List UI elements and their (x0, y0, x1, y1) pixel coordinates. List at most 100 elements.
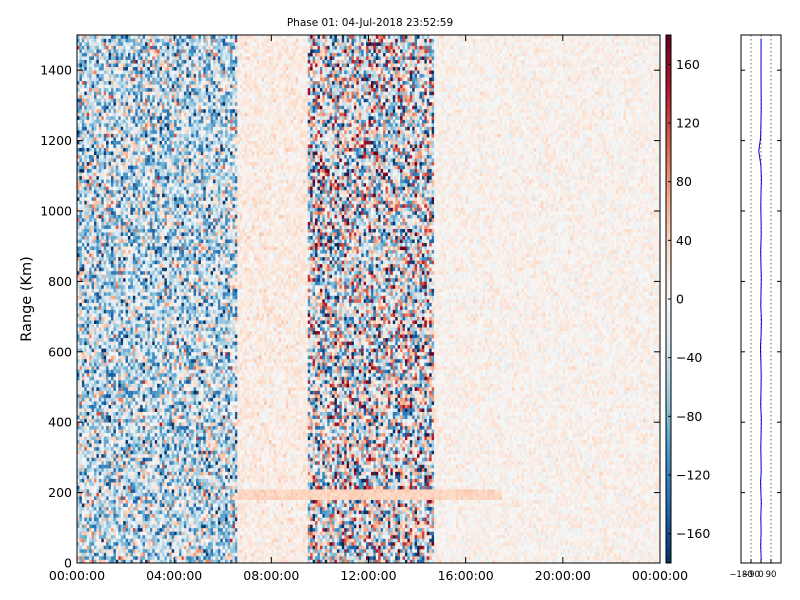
heatmap-cell (135, 186, 139, 191)
heatmap-cell (115, 299, 119, 303)
heatmap-cell (86, 344, 90, 349)
heatmap-cell (145, 453, 148, 458)
heatmap-cell (101, 302, 105, 307)
heatmap-cell (96, 503, 100, 508)
heatmap-cell (142, 538, 146, 543)
heatmap-cell (98, 496, 102, 500)
heatmap-cell (154, 415, 158, 420)
heatmap-cell (149, 401, 153, 405)
heatmap-cell (128, 94, 131, 99)
heatmap-cell (108, 161, 112, 166)
heatmap-cell (125, 42, 129, 46)
heatmap-cell (135, 510, 139, 515)
heatmap-cell (111, 379, 114, 384)
heatmap-cell (132, 376, 136, 381)
heatmap-cell (79, 548, 83, 553)
heatmap-cell (152, 249, 156, 254)
heatmap-cell (103, 506, 107, 511)
heatmap-cell (81, 524, 85, 529)
heatmap-cell (101, 475, 105, 479)
heatmap-cell (84, 457, 88, 462)
heatmap-cell (79, 253, 83, 258)
heatmap-cell (111, 168, 114, 173)
heatmap-cell (115, 439, 119, 444)
heatmap-cell (125, 59, 129, 64)
heatmap-cell (135, 133, 139, 138)
heatmap-cell (137, 323, 141, 328)
heatmap-cell (94, 140, 97, 145)
heatmap-cell (130, 351, 134, 356)
heatmap-cell (128, 425, 131, 430)
heatmap-cell (115, 482, 119, 486)
heatmap-cell (125, 242, 129, 247)
heatmap-cell (115, 59, 119, 64)
heatmap-cell (94, 193, 97, 198)
heatmap-cell (77, 63, 80, 68)
heatmap-cell (120, 411, 124, 416)
heatmap-cell (91, 249, 95, 254)
heatmap-cell (145, 299, 148, 303)
heatmap-cell (135, 559, 139, 564)
heatmap-cell (113, 302, 117, 307)
heatmap-cell (130, 555, 134, 560)
heatmap-cell (125, 144, 129, 148)
heatmap-cell (145, 175, 148, 180)
heatmap-cell (137, 73, 141, 78)
heatmap-cell (130, 105, 134, 110)
heatmap-cell (123, 80, 126, 85)
heatmap-cell (81, 144, 85, 148)
heatmap-cell (118, 77, 122, 82)
heatmap-cell (79, 404, 83, 409)
heatmap-cell (108, 334, 112, 339)
heatmap-cell (106, 91, 109, 96)
heatmap-cell (147, 460, 151, 465)
heatmap-cell (128, 291, 131, 296)
heatmap-cell (91, 485, 95, 490)
heatmap-cell (113, 211, 117, 215)
heatmap-cell (118, 281, 122, 286)
heatmap-cell (103, 288, 107, 293)
heatmap-cell (137, 362, 141, 367)
heatmap-cell (149, 531, 153, 536)
heatmap-cell (89, 235, 92, 240)
heatmap-cell (94, 49, 97, 53)
heatmap-cell (137, 453, 141, 458)
heatmap-cell (140, 524, 143, 529)
heatmap-cell (157, 534, 160, 539)
heatmap-cell (106, 439, 109, 444)
heatmap-cell (94, 313, 97, 317)
heatmap-cell (101, 80, 105, 85)
heatmap-cell (130, 425, 134, 430)
heatmap-cell (152, 179, 156, 184)
heatmap-cell (142, 552, 146, 557)
heatmap-cell (145, 63, 148, 68)
heatmap-cell (140, 87, 143, 92)
heatmap-cell (147, 548, 151, 553)
heatmap-cell (108, 425, 112, 430)
heatmap-cell (157, 453, 160, 458)
heatmap-cell (106, 172, 109, 177)
heatmap-cell (132, 108, 136, 113)
heatmap-cell (145, 323, 148, 328)
heatmap-cell (98, 520, 102, 525)
heatmap-cell (86, 235, 90, 240)
heatmap-cell (149, 443, 153, 448)
heatmap-cell (149, 387, 153, 391)
heatmap-cell (120, 123, 124, 127)
heatmap-cell (142, 253, 146, 258)
heatmap-cell (140, 151, 143, 156)
heatmap-cell (132, 225, 136, 229)
heatmap-cell (142, 429, 146, 434)
heatmap-cell (120, 545, 124, 550)
heatmap-cell (149, 151, 153, 156)
heatmap-cell (125, 337, 129, 342)
heatmap-cell (123, 545, 126, 550)
heatmap-cell (94, 355, 97, 360)
heatmap-cell (130, 478, 134, 483)
heatmap-cell (106, 323, 109, 328)
heatmap-cell (111, 235, 114, 240)
heatmap-cell (120, 309, 124, 314)
heatmap-cell (89, 503, 92, 508)
heatmap-cell (111, 267, 114, 272)
heatmap-cell (145, 288, 148, 293)
